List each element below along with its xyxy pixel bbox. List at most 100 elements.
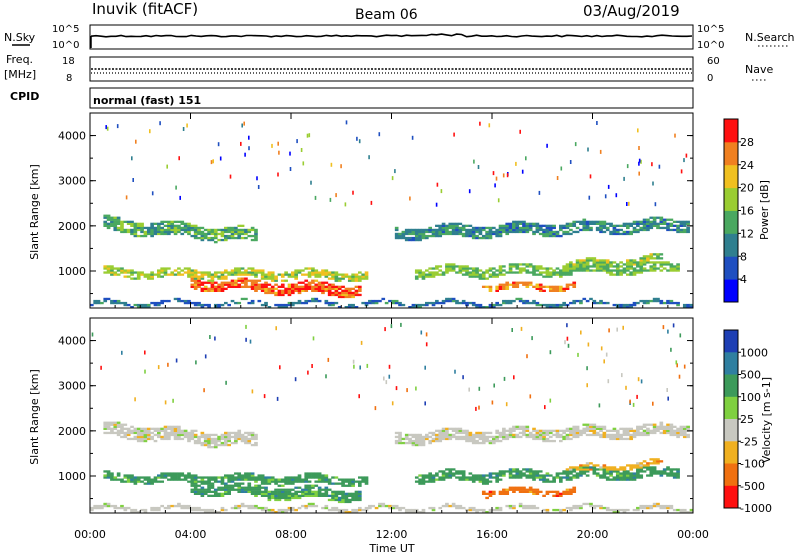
- echo-cell: [130, 429, 134, 432]
- noise-cell: [271, 143, 273, 148]
- echo-cell: [626, 259, 630, 262]
- echo-cell: [207, 494, 211, 497]
- echo-cell: [408, 439, 412, 443]
- echo-cell: [642, 263, 647, 266]
- echo-cell: [220, 234, 225, 238]
- echo-cell: [492, 439, 496, 443]
- echo-cell: [358, 279, 362, 282]
- echo-cell: [595, 472, 600, 475]
- echo-cell: [113, 423, 118, 426]
- echo-cell: [555, 232, 560, 236]
- echo-cell: [220, 228, 225, 232]
- echo-cell: [669, 433, 674, 437]
- echo-cell: [435, 265, 439, 268]
- echo-cell: [130, 232, 134, 236]
- echo-cell: [471, 230, 476, 234]
- echo-cell: [579, 472, 583, 475]
- echo-cell: [227, 478, 231, 481]
- noise-cell: [638, 171, 640, 176]
- echo-cell: [210, 236, 215, 240]
- echo-cell: [160, 435, 164, 439]
- echo-cell: [602, 433, 607, 437]
- echo-cell: [585, 433, 590, 437]
- echo-cell: [200, 277, 205, 280]
- echo-cell: [642, 433, 647, 437]
- echo-cell: [173, 429, 178, 432]
- echo-cell: [280, 496, 285, 500]
- echo-cell: [187, 299, 191, 303]
- echo-cell: [508, 476, 513, 479]
- echo-cell: [512, 435, 516, 439]
- echo-cell: [589, 433, 593, 437]
- echo-cell: [582, 502, 587, 506]
- echo-cell: [321, 476, 325, 479]
- echo-cell: [280, 478, 285, 481]
- echo-cell: [123, 423, 128, 426]
- echo-cell: [190, 277, 195, 280]
- echo-cell: [441, 273, 446, 276]
- echo-cell: [314, 474, 319, 477]
- echo-cell: [220, 281, 225, 284]
- echo-cell: [284, 291, 288, 295]
- echo-cell: [247, 437, 252, 441]
- echo-cell: [224, 441, 228, 445]
- echo-cell: [257, 285, 262, 288]
- echo-cell: [213, 285, 218, 288]
- echo-cell: [398, 236, 402, 240]
- echo-cell: [213, 241, 218, 244]
- echo-cell: [676, 230, 680, 234]
- noise-cell: [505, 402, 508, 407]
- echo-cell: [512, 228, 516, 232]
- echo-cell: [548, 303, 553, 307]
- echo-cell: [220, 433, 225, 437]
- echo-cell: [652, 429, 657, 432]
- echo-cell: [646, 220, 650, 223]
- echo-cell: [197, 506, 201, 510]
- echo-cell: [297, 281, 302, 284]
- echo-cell: [354, 306, 359, 309]
- echo-cell: [93, 506, 97, 510]
- echo-cell: [106, 472, 111, 475]
- echo-cell: [565, 271, 570, 274]
- echo-cell: [639, 464, 644, 467]
- echo-cell: [358, 508, 362, 512]
- echo-cell: [187, 228, 191, 232]
- echo-cell: [358, 490, 362, 493]
- echo-cell: [130, 437, 134, 441]
- echo-cell: [669, 222, 674, 225]
- echo-cell: [401, 230, 406, 234]
- echo-cell: [217, 289, 221, 292]
- echo-cell: [652, 462, 657, 465]
- echo-cell: [217, 275, 221, 278]
- noise-cell: [425, 332, 428, 337]
- cpid-panel: CPID normal (fast) 151: [10, 87, 694, 109]
- echo-cell: [210, 277, 215, 280]
- echo-cell: [187, 232, 191, 236]
- echo-cell: [247, 301, 252, 305]
- echo-cell: [471, 437, 476, 441]
- echo-cell: [572, 299, 577, 303]
- echo-cell: [418, 478, 422, 481]
- x-tick-label: 08:00: [275, 528, 307, 541]
- echo-cell: [619, 273, 623, 276]
- echo-cell: [595, 228, 600, 232]
- echo-cell: [552, 494, 556, 497]
- echo-cell: [572, 224, 577, 227]
- echo-cell: [542, 289, 546, 292]
- echo-cell: [220, 303, 225, 307]
- echo-cell: [569, 492, 573, 495]
- echo-cell: [565, 476, 570, 479]
- echo-cell: [515, 433, 520, 437]
- echo-cell: [247, 234, 252, 238]
- echo-cell: [508, 429, 513, 432]
- echo-cell: [157, 275, 161, 278]
- echo-cell: [146, 431, 151, 435]
- echo-cell: [585, 299, 590, 303]
- echo-cell: [481, 474, 486, 477]
- echo-cell: [656, 429, 660, 432]
- echo-cell: [173, 228, 178, 232]
- echo-cell: [224, 236, 228, 240]
- echo-cell: [213, 437, 218, 441]
- echo-cell: [213, 287, 218, 290]
- echo-cell: [364, 301, 369, 305]
